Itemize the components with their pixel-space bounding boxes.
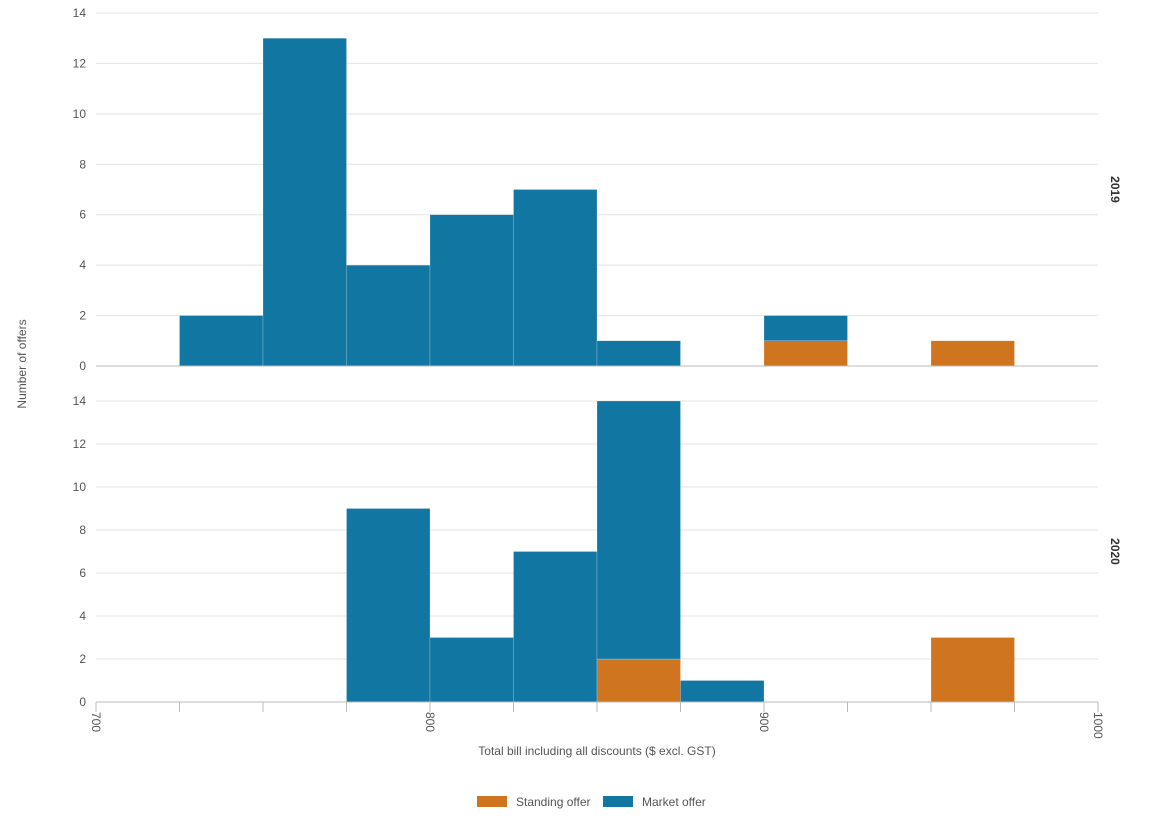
facet-label: 2019 [1108, 176, 1122, 203]
legend-label-market-offer[interactable]: Market offer [642, 795, 706, 809]
y-tick-label: 0 [79, 695, 86, 709]
y-tick-label: 10 [73, 107, 87, 121]
y-tick-label: 12 [73, 437, 87, 451]
bar-standing-offer [763, 340, 848, 367]
bar-market-offer [429, 214, 514, 367]
bar-standing-offer [596, 658, 681, 703]
x-axis-title: Total bill including all discounts ($ ex… [478, 744, 715, 758]
bar-market-offer [346, 508, 431, 703]
bar-market-offer [513, 189, 598, 367]
x-tick-label: 900 [757, 712, 771, 732]
facet-label: 2020 [1108, 538, 1122, 565]
legend-swatch-standing-offer[interactable] [477, 796, 507, 807]
y-axis-title: Number of offers [15, 319, 29, 408]
bar-market-offer [262, 38, 347, 367]
legend: Standing offer Market offer [477, 795, 706, 809]
y-tick-label: 4 [79, 258, 86, 272]
x-tick-label: 1000 [1091, 712, 1105, 739]
bar-market-offer [763, 315, 848, 341]
bar-market-offer [429, 637, 514, 703]
bar-standing-offer [930, 637, 1015, 703]
y-tick-label: 6 [79, 566, 86, 580]
legend-swatch-market-offer[interactable] [603, 796, 633, 807]
bar-standing-offer [930, 340, 1015, 367]
y-tick-label: 4 [79, 609, 86, 623]
legend-label-standing-offer[interactable]: Standing offer [516, 795, 591, 809]
bar-market-offer [680, 680, 765, 703]
x-tick-label: 800 [423, 712, 437, 732]
axis-layer [95, 365, 1099, 712]
y-tick-label: 10 [73, 480, 87, 494]
bar-market-offer [513, 551, 598, 703]
y-tick-label: 0 [79, 359, 86, 373]
y-tick-label: 8 [79, 157, 86, 171]
bar-market-offer [179, 315, 264, 367]
bar-market-offer [596, 340, 681, 367]
y-tick-label: 12 [73, 56, 87, 70]
y-tick-label: 2 [79, 652, 86, 666]
y-tick-label: 14 [73, 6, 87, 20]
y-tick-label: 14 [73, 394, 87, 408]
y-tick-label: 6 [79, 208, 86, 222]
bar-layer [179, 38, 1015, 703]
label-layer: Number of offers Total bill including al… [15, 6, 1122, 758]
bar-market-offer [596, 400, 681, 660]
y-tick-label: 2 [79, 309, 86, 323]
x-tick-label: 700 [89, 712, 103, 732]
y-tick-label: 8 [79, 523, 86, 537]
bar-market-offer [346, 264, 431, 367]
